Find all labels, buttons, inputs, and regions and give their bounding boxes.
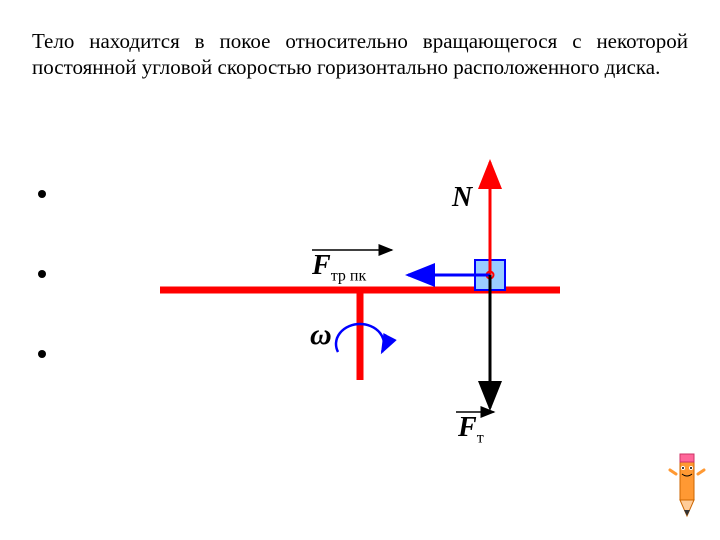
label-gravity-sub: т	[477, 430, 484, 447]
description-text: Тело находится в покое относительно вращ…	[32, 28, 688, 81]
label-gravity: Fт	[458, 412, 484, 448]
bullet-list	[38, 190, 46, 430]
label-N: N	[452, 182, 472, 214]
bullet	[38, 350, 46, 358]
pencil-icon	[662, 440, 712, 520]
label-gravity-main: F	[458, 412, 477, 443]
label-friction: Fтр пк	[312, 250, 366, 286]
bullet	[38, 270, 46, 278]
label-friction-sub: тр пк	[331, 268, 367, 285]
label-friction-main: F	[312, 250, 331, 281]
bullet	[38, 190, 46, 198]
label-omega: ω	[310, 318, 332, 352]
physics-diagram: N Fтр пк ω Fт	[140, 150, 580, 470]
diagram-svg	[140, 150, 580, 470]
